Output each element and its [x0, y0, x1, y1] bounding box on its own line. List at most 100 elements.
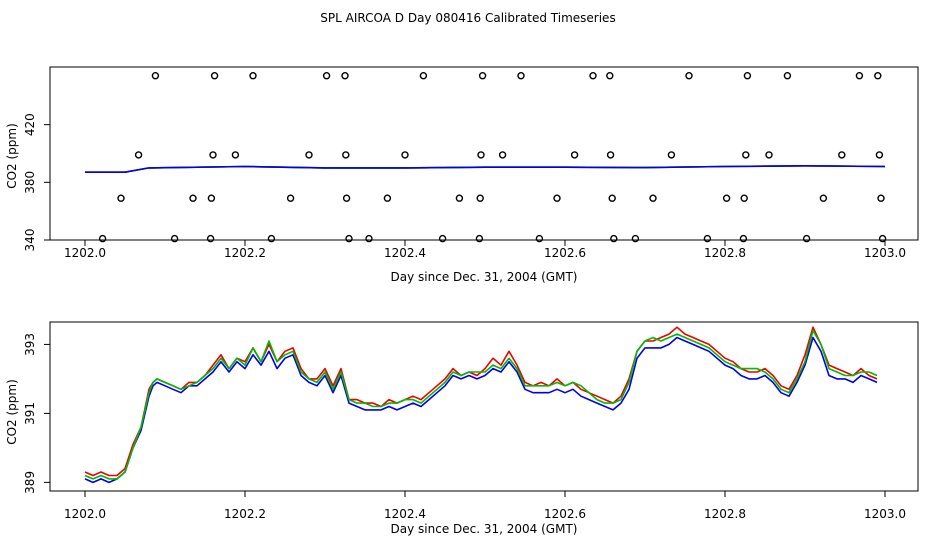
scatter-point — [342, 151, 350, 159]
scatter-point — [783, 71, 792, 80]
scatter-point — [365, 234, 373, 243]
scatter-point — [877, 194, 885, 202]
scatter-point — [553, 194, 561, 202]
scatter-point — [267, 234, 276, 243]
x-tick-label: 1202.8 — [704, 507, 746, 521]
scatter-point — [765, 151, 773, 159]
scatter-point — [875, 151, 884, 159]
scatter-point — [305, 151, 313, 159]
plot-frame-top — [49, 66, 919, 241]
y-axis-bottom: 389 391 393 — [23, 333, 50, 494]
x-tick-label: 1202.4 — [384, 507, 426, 521]
y-tick-label: 380 — [23, 171, 37, 194]
scatter-point — [606, 71, 614, 80]
scatter-point — [649, 194, 657, 202]
scatter-point — [134, 151, 143, 159]
x-tick-label: 1202.6 — [544, 246, 586, 260]
scatter-point — [189, 194, 197, 202]
y-tick-label: 420 — [23, 113, 37, 136]
y-axis-label-bottom: CO2 (ppm) — [5, 379, 19, 445]
panel-top: 1202.0 1202.2 1202.4 1202.6 1202.8 1203.0 340… — [5, 66, 919, 284]
scatter-point — [231, 151, 240, 159]
plot-frame-bottom — [49, 321, 919, 492]
scatter-point — [210, 71, 219, 80]
scatter-point — [535, 234, 544, 243]
x-axis-top: 1202.0 1202.2 1202.4 1202.6 1202.8 1203.0 — [64, 240, 906, 260]
scatter-point — [478, 71, 487, 80]
panel-bottom: 1202.0 1202.2 1202.4 1202.6 1202.8 1203.0 389… — [5, 321, 919, 536]
scatter-point — [498, 151, 507, 159]
scatter-point — [608, 194, 616, 202]
x-tick-label: 1202.2 — [224, 507, 266, 521]
scatter-point — [855, 71, 864, 80]
scatter-point — [667, 151, 676, 159]
scatter-point — [419, 71, 428, 80]
scatter-point — [739, 234, 748, 243]
scatter-point — [874, 71, 882, 80]
y-tick-label: 340 — [23, 229, 37, 252]
x-tick-label: 1202.0 — [64, 507, 106, 521]
x-tick-label: 1202.6 — [544, 507, 586, 521]
scatter-point — [740, 194, 748, 202]
series-line-green — [84, 329, 878, 480]
x-tick-label: 1203.0 — [864, 246, 906, 260]
y-tick-label: 393 — [23, 333, 37, 356]
scatter-point — [249, 71, 257, 80]
y-tick-label: 391 — [23, 402, 37, 425]
scatter-point — [802, 234, 811, 243]
series-line-blue — [85, 165, 886, 173]
scatter-point — [209, 151, 217, 159]
scatter-point — [206, 234, 215, 243]
series-lines-top — [85, 165, 886, 173]
series-line-blue — [84, 336, 878, 484]
x-tick-label: 1202.4 — [384, 246, 426, 260]
scatter-point — [383, 194, 392, 202]
scatter-point — [838, 151, 846, 159]
scatter-point — [455, 194, 464, 202]
scatter-point — [98, 234, 107, 243]
chart-title: SPL AIRCOA D Day 080416 Calibrated Times… — [320, 11, 615, 25]
scatter-point — [401, 151, 409, 159]
x-tick-label: 1202.8 — [704, 246, 746, 260]
scatter-point — [286, 194, 295, 202]
scatter-point — [477, 151, 485, 159]
x-axis-bottom: 1202.0 1202.2 1202.4 1202.6 1202.8 1203.0 — [64, 491, 906, 521]
x-tick-label: 1203.0 — [864, 507, 906, 521]
scatter-point — [685, 71, 693, 80]
scatter-point — [342, 194, 351, 202]
scatter-point — [207, 194, 216, 202]
scatter-point — [610, 234, 618, 243]
scatter-point — [170, 234, 179, 243]
x-axis-label-top: Day since Dec. 31, 2004 (GMT) — [391, 270, 578, 284]
scatter-point — [589, 71, 597, 80]
scatter-point — [476, 194, 484, 202]
scatter-point — [322, 71, 331, 80]
x-tick-label: 1202.2 — [224, 246, 266, 260]
scatter-point — [341, 71, 349, 80]
scatter-point — [631, 234, 640, 243]
scatter-point — [570, 151, 579, 159]
scatter-point — [117, 194, 125, 202]
scatter-point — [151, 71, 160, 80]
series-lines-bottom — [84, 326, 878, 484]
y-axis-label-top: CO2 (ppm) — [5, 123, 19, 189]
x-axis-label-bottom: Day since Dec. 31, 2004 (GMT) — [391, 522, 578, 536]
scatter-point — [438, 234, 447, 243]
scatter-point — [819, 194, 828, 202]
scatter-point — [878, 234, 887, 243]
y-axis-top: 340 380 420 — [23, 113, 50, 251]
scatter-point — [742, 151, 750, 159]
scatter-point — [475, 234, 484, 243]
y-tick-label: 389 — [23, 471, 37, 494]
scatter-point — [517, 71, 525, 80]
scatter-point — [703, 234, 712, 243]
scatter-point — [606, 151, 615, 159]
scatter-points-top — [98, 71, 887, 243]
series-line-red — [84, 326, 878, 477]
scatter-point — [345, 234, 353, 243]
x-tick-label: 1202.0 — [64, 246, 106, 260]
scatter-point — [722, 194, 731, 202]
scatter-point — [743, 71, 752, 80]
